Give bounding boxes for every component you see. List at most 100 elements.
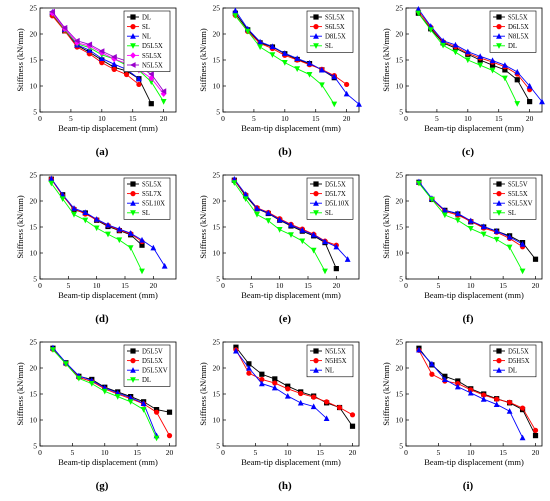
data-point	[494, 397, 499, 402]
data-point	[311, 248, 317, 254]
data-point	[520, 269, 526, 275]
legend-marker	[130, 24, 135, 29]
legend-label: N5L5X	[142, 62, 163, 69]
y-tick-label: 20	[213, 364, 221, 373]
x-tick-label: 20	[343, 114, 351, 123]
legend-label: S5L7X	[142, 191, 162, 198]
y-tick-label: 25	[396, 338, 404, 347]
y-tick-label: 20	[30, 364, 38, 373]
x-tick-label: 5	[254, 448, 258, 457]
x-tick-label: 5	[252, 114, 256, 123]
x-tick-label: 15	[304, 281, 312, 290]
y-tick-label: 10	[213, 416, 221, 425]
legend-label: S5L5X	[142, 181, 162, 188]
data-point	[502, 62, 508, 68]
legend-marker	[496, 348, 501, 353]
data-point	[154, 436, 160, 442]
x-axis-label: Beam-tip displacement (mm)	[241, 290, 341, 300]
legend-label: S5L5X	[508, 191, 528, 198]
legend-marker	[313, 358, 318, 363]
y-axis-label: Stiffness (kN/mm)	[381, 28, 391, 92]
data-point	[115, 394, 121, 400]
x-axis-label: Beam-tip displacement (mm)	[241, 457, 341, 467]
data-point	[270, 52, 276, 58]
data-point	[298, 391, 303, 396]
y-tick-label: 10	[213, 249, 221, 258]
panel-label: (b)	[278, 146, 292, 158]
y-axis-label: Stiffness (kN/mm)	[198, 195, 208, 259]
legend-marker	[496, 191, 501, 196]
panel-label: (f)	[463, 313, 474, 325]
x-tick-label: 0	[404, 281, 408, 290]
data-point	[136, 82, 141, 87]
x-tick-label: 10	[467, 448, 475, 457]
y-tick-label: 20	[396, 197, 404, 206]
x-tick-label: 5	[66, 281, 70, 290]
x-tick-label: 20	[333, 281, 341, 290]
y-tick-label: 15	[396, 223, 404, 232]
chart-panel: 0 5 10 15 20510152025Beam-tip displacement (…	[15, 171, 176, 325]
y-tick-label: 5	[33, 108, 37, 117]
y-tick-label: 5	[399, 275, 403, 284]
data-point	[494, 401, 500, 407]
data-point	[141, 407, 147, 413]
chart-panel: 0 5 10 15 20510152025Beam-tip displacement (…	[15, 338, 176, 492]
data-point	[259, 372, 264, 377]
x-tick-label: 5	[249, 281, 253, 290]
x-tick-label: 20	[532, 281, 540, 290]
data-point	[514, 69, 520, 75]
data-point	[440, 43, 446, 49]
x-tick-label: 0	[38, 448, 42, 457]
data-point	[442, 212, 448, 218]
data-point	[507, 400, 512, 405]
data-point	[71, 212, 77, 218]
legend-label: D6L5X	[508, 24, 529, 31]
x-tick-label: 0	[221, 281, 225, 290]
x-axis-label: Beam-tip displacement (mm)	[58, 290, 158, 300]
y-tick-label: 15	[30, 56, 38, 65]
legend-marker	[130, 14, 135, 19]
legend-label: S6L5X	[325, 24, 345, 31]
data-point	[162, 263, 168, 269]
data-point	[324, 399, 329, 404]
legend-label: D5L7X	[325, 191, 346, 198]
legend-label: S5L5XV	[508, 201, 533, 208]
legend-marker	[313, 191, 318, 196]
y-tick-label: 5	[399, 442, 403, 451]
legend-label: NL	[142, 34, 151, 41]
legend: S5L5XD6L5XN8L5XDL	[490, 11, 536, 52]
data-point	[167, 410, 172, 415]
legend-label: SL	[142, 24, 150, 31]
data-point	[322, 269, 328, 275]
data-point	[288, 232, 294, 238]
chart-panel: 0 5 10 15 20510152025Beam-tip displacement (…	[198, 171, 359, 325]
y-tick-label: 25	[30, 4, 38, 13]
y-tick-label: 5	[399, 108, 403, 117]
y-tick-label: 5	[216, 108, 220, 117]
data-point	[481, 396, 487, 402]
data-point	[298, 400, 304, 406]
data-point	[257, 44, 263, 50]
panel-label: (c)	[462, 146, 475, 158]
data-point	[533, 428, 538, 433]
x-tick-label: 0	[38, 281, 42, 290]
legend: S5L5X S5L7X S5L10X SL	[124, 178, 170, 219]
legend-label: S5L10X	[142, 201, 165, 208]
data-point	[102, 389, 108, 395]
data-point	[167, 433, 172, 438]
x-tick-label: 20	[526, 114, 534, 123]
legend-marker	[130, 181, 135, 186]
legend-label: S5L5X	[325, 14, 345, 21]
legend: DLSLNLD5L5XS5L5XN5L5X	[124, 11, 170, 72]
x-tick-label: 10	[93, 281, 101, 290]
y-axis-label: Stiffness (kN/mm)	[198, 28, 208, 92]
data-point	[455, 218, 461, 224]
x-tick-label: 0	[404, 448, 408, 457]
x-tick-label: 20	[150, 281, 158, 290]
data-point	[285, 386, 290, 391]
data-point	[277, 227, 283, 233]
x-tick-label: 5	[437, 281, 441, 290]
